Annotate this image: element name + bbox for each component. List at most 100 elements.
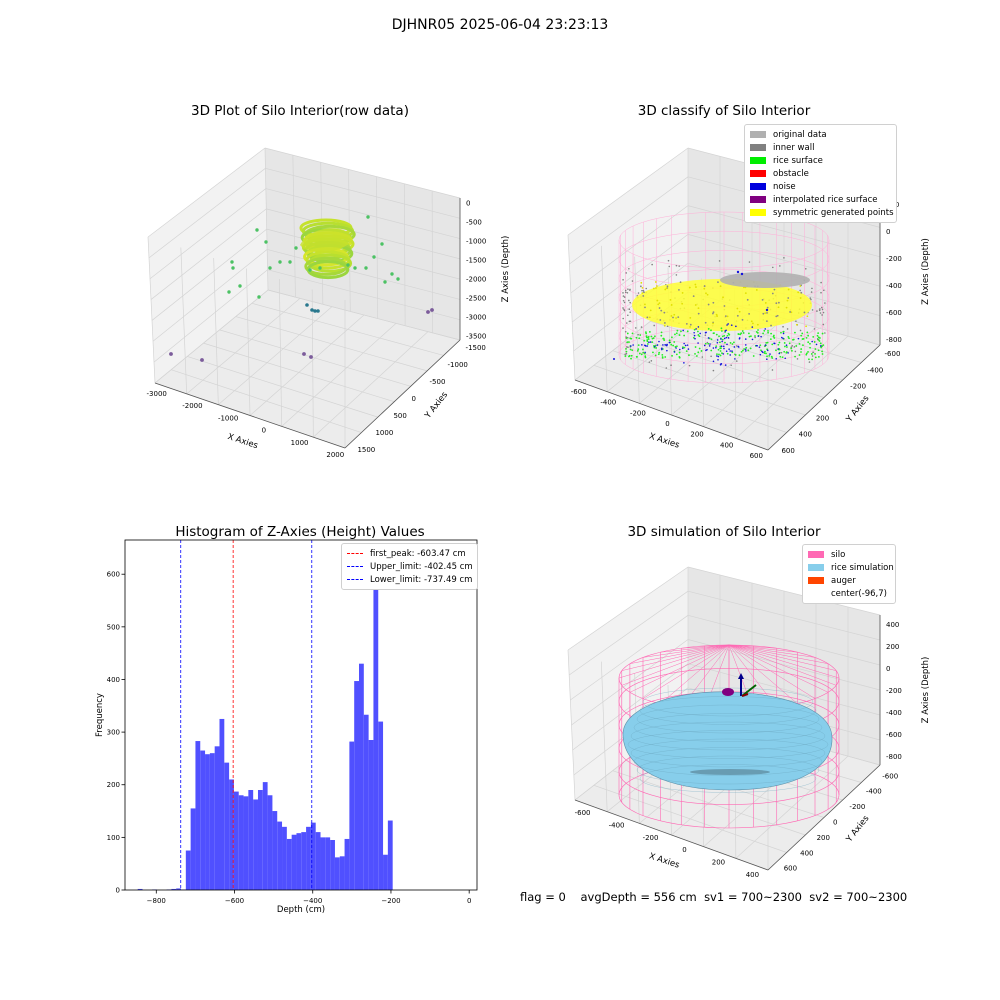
x-tick-label: −800 — [147, 897, 166, 905]
rice-surface-point — [739, 333, 742, 336]
inner-wall-point — [629, 320, 632, 323]
symmetric-point — [689, 316, 692, 319]
rice-surface-ring — [299, 218, 353, 238]
p2-floor-pane — [575, 292, 880, 450]
p1-gridline-x — [278, 278, 283, 427]
inner-wall-point — [637, 296, 639, 299]
noise-point — [717, 358, 719, 361]
p1-back-pane — [148, 148, 268, 383]
rice-surface-point — [628, 354, 631, 357]
rice-surface-point — [750, 335, 752, 338]
rice-surface-point — [798, 342, 801, 345]
rice-surface-point — [646, 343, 649, 345]
p1-y-tick-label: 1500 — [357, 446, 375, 454]
inner-wall-point — [637, 292, 640, 294]
p4-gridline-x — [700, 696, 705, 847]
rice-surface-point — [652, 337, 655, 340]
inner-wall-point — [798, 308, 801, 311]
p2-x-tick-label: -400 — [600, 399, 616, 407]
rice-surface-point — [661, 353, 664, 356]
inner-wall-point — [803, 279, 806, 282]
rice-surface-point — [763, 352, 766, 354]
raw-point — [318, 266, 322, 270]
p1-gridline-x — [154, 289, 269, 384]
noise-point — [726, 324, 728, 326]
noise-point — [716, 355, 718, 357]
symmetric-point — [751, 322, 754, 325]
symmetric-point — [712, 321, 715, 324]
rice-surface-point — [661, 348, 664, 350]
p1-gridline-x — [311, 289, 314, 438]
raw-point — [383, 280, 387, 284]
histogram-bar — [286, 838, 292, 890]
inner-wall-point — [821, 308, 824, 311]
symmetric-point — [669, 299, 672, 301]
rice-surface-point — [782, 330, 785, 333]
p2-gridline-x — [671, 318, 785, 416]
rice-surface-point — [810, 353, 813, 355]
legend-entry: interpolated rice surface — [750, 193, 891, 206]
rice-simulation-surface — [622, 691, 833, 791]
p4-gridline-y — [574, 799, 769, 871]
histogram-bar — [363, 714, 369, 890]
inner-wall-point — [772, 297, 775, 300]
rice-surface-point — [727, 332, 730, 335]
p4-x-tick-label: -200 — [643, 834, 659, 842]
noise-point — [694, 337, 696, 340]
inner-wall-point — [625, 322, 628, 324]
rice-surface-point — [760, 349, 762, 352]
rice-surface-point — [819, 342, 822, 345]
rice-surface-point — [653, 335, 656, 338]
p4-x-tick-label: 0 — [682, 846, 686, 854]
silo-roof-wire — [728, 644, 754, 647]
x-tick-label: 0 — [467, 897, 471, 905]
p1-gridline-z — [264, 147, 461, 199]
rice-surface-point — [791, 349, 793, 352]
inner-wall-point — [637, 333, 639, 336]
symmetric-point — [750, 320, 753, 323]
histogram-bar — [344, 838, 350, 890]
legend-label: noise — [773, 181, 796, 192]
noise-point — [745, 350, 747, 352]
symmetric-point — [787, 297, 790, 299]
inner-wall-point — [626, 291, 629, 294]
inner-wall-point — [768, 299, 770, 302]
p1-x-axis-label: X Axies — [226, 432, 259, 451]
symmetric-point — [707, 303, 710, 306]
inner-wall-point — [735, 345, 738, 347]
histogram-bar — [209, 753, 215, 890]
rice-mesh-line — [639, 764, 817, 793]
silo-ring — [618, 738, 840, 805]
legend-label: original data — [773, 129, 827, 140]
noise-point — [780, 336, 783, 339]
inner-wall-point — [786, 328, 789, 330]
rice-surface-point — [624, 355, 627, 357]
inner-wall-point — [623, 296, 626, 298]
rice-surface-point — [814, 353, 816, 355]
rice-surface-point — [635, 336, 638, 339]
p1-gridline-y — [203, 342, 395, 403]
symmetric-point — [773, 288, 776, 291]
silo-roof-wire — [621, 644, 730, 686]
symmetric-point — [675, 317, 677, 319]
histogram-bar — [262, 782, 268, 890]
p2-z-axis-label: Z Axies (Depth) — [921, 238, 931, 305]
silo-ring — [618, 230, 830, 288]
noise-point — [722, 353, 725, 355]
noise-point — [705, 349, 707, 352]
rice-surface-point — [683, 346, 686, 349]
rice-mesh-line — [642, 687, 814, 717]
p2-gridline-z — [574, 291, 689, 381]
rice-surface-point — [719, 354, 722, 357]
inner-wall-point — [710, 355, 712, 358]
p1-y-tick-label: 500 — [393, 412, 406, 420]
rice-surface-point — [644, 355, 647, 358]
inner-wall-point — [622, 307, 624, 309]
rice-surface-point — [821, 345, 823, 348]
noise-point — [744, 338, 747, 340]
p1-y-axis-label: Y Axies — [423, 390, 451, 422]
p4-gridline-y — [669, 726, 862, 783]
raw-point — [308, 268, 312, 272]
p4-y-tick-label: -600 — [882, 772, 898, 780]
p2-z-tick-label: -400 — [886, 282, 902, 290]
